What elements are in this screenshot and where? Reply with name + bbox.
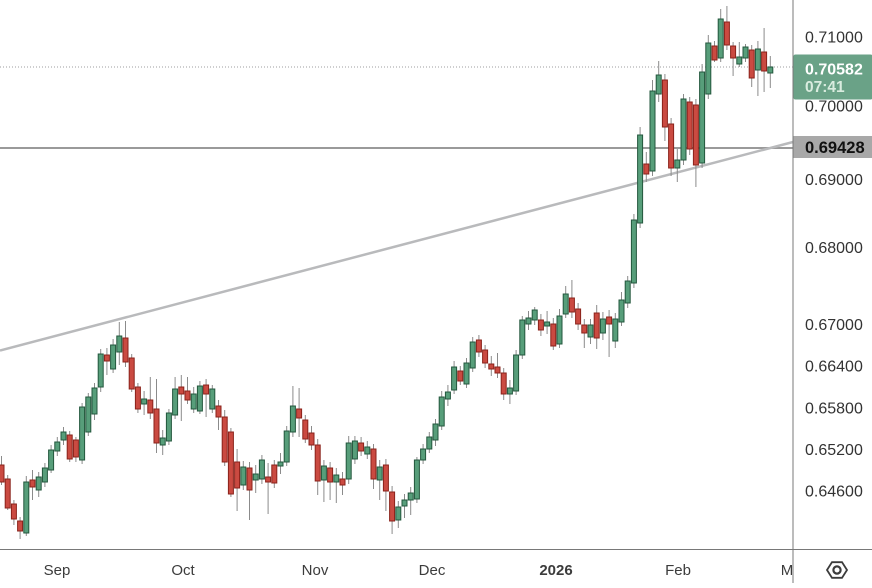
svg-text:0.70000: 0.70000 bbox=[805, 99, 863, 116]
svg-text:Oct: Oct bbox=[171, 562, 195, 579]
svg-text:0.69428: 0.69428 bbox=[805, 139, 865, 157]
svg-text:07:41: 07:41 bbox=[805, 79, 845, 96]
svg-text:M: M bbox=[781, 562, 794, 579]
svg-text:0.64600: 0.64600 bbox=[805, 484, 863, 501]
svg-text:0.71000: 0.71000 bbox=[805, 30, 863, 47]
svg-text:2026: 2026 bbox=[539, 562, 572, 579]
svg-text:0.65200: 0.65200 bbox=[805, 442, 863, 459]
svg-text:0.67000: 0.67000 bbox=[805, 317, 863, 334]
svg-text:0.66400: 0.66400 bbox=[805, 359, 863, 376]
svg-text:Sep: Sep bbox=[44, 562, 71, 579]
svg-text:Feb: Feb bbox=[665, 562, 691, 579]
svg-text:Dec: Dec bbox=[419, 562, 446, 579]
svg-text:0.65800: 0.65800 bbox=[805, 401, 863, 418]
svg-text:Nov: Nov bbox=[302, 562, 329, 579]
svg-text:0.68000: 0.68000 bbox=[805, 240, 863, 257]
svg-text:0.69000: 0.69000 bbox=[805, 172, 863, 189]
svg-text:0.70582: 0.70582 bbox=[805, 62, 863, 79]
